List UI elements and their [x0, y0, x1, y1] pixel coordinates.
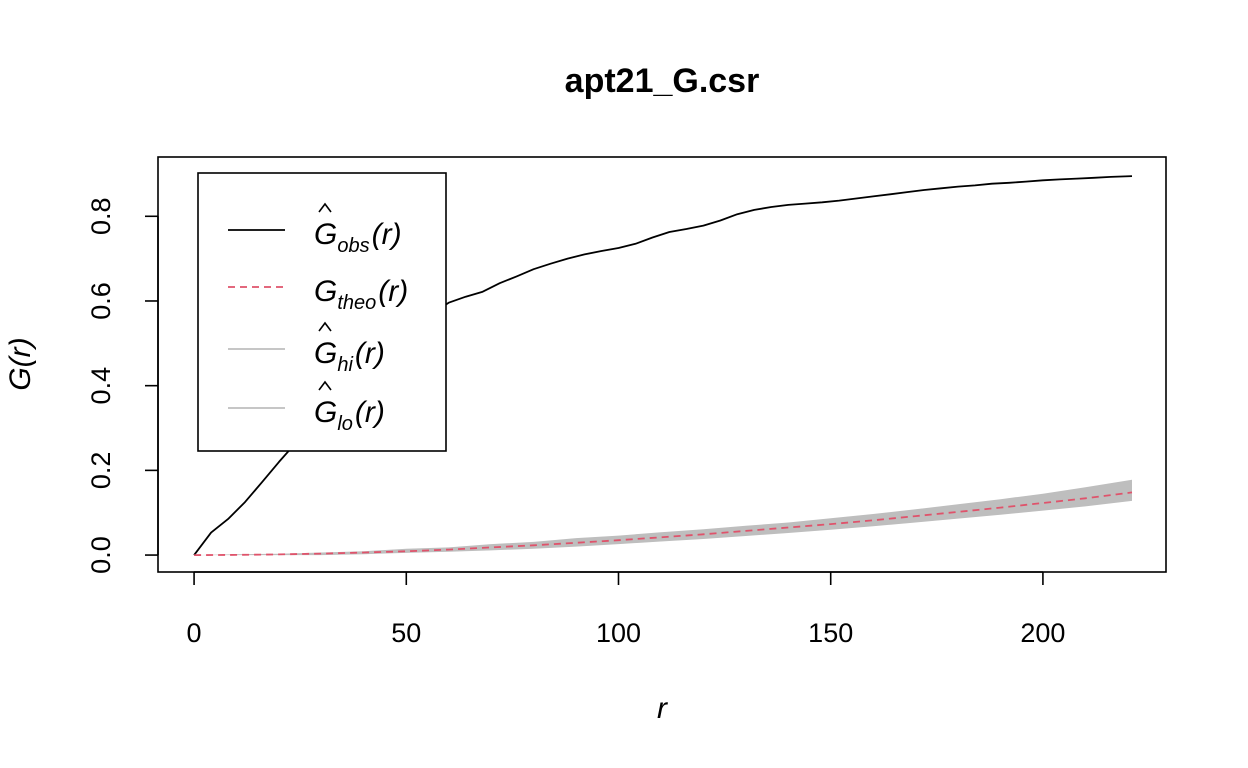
- x-tick-label: 150: [808, 618, 853, 648]
- hat-accent-icon: [318, 321, 332, 332]
- y-tick-label: 0.2: [86, 452, 116, 490]
- y-axis: 0.0 0.2 0.4 0.6 0.8: [86, 198, 159, 574]
- y-tick-label: 0.6: [86, 282, 116, 320]
- legend-label-suffix: (r): [378, 275, 408, 308]
- y-axis-label: G(r): [4, 337, 37, 390]
- y-tick-label: 0.0: [86, 536, 116, 574]
- legend-label-suffix: (r): [355, 396, 385, 429]
- chart-title: apt21_G.csr: [565, 62, 760, 100]
- hat-accent-icon: [318, 380, 332, 391]
- hat-accent-icon: [318, 202, 332, 213]
- legend-label-suffix: (r): [355, 337, 385, 370]
- legend-label-subscript: theo: [337, 292, 376, 314]
- legend-label-subscript: lo: [337, 413, 353, 435]
- x-tick-label: 50: [391, 618, 421, 648]
- legend-box: [197, 172, 447, 452]
- legend-label-base: G: [314, 218, 337, 251]
- legend-label-theo: Gtheo(r): [314, 275, 408, 314]
- y-tick-label: 0.8: [86, 198, 116, 236]
- x-axis-label: r: [657, 692, 668, 725]
- envelope-band: [194, 479, 1133, 556]
- legend-label-lo: Glo(r): [314, 396, 385, 435]
- x-axis: 0 50 100 150 200: [187, 571, 1065, 648]
- y-tick-label: 0.4: [86, 367, 116, 405]
- legend-label-obs: Gobs(r): [314, 218, 402, 257]
- legend: Gobs(r)Gtheo(r)Ghi(r)Glo(r): [197, 172, 447, 452]
- legend-label-base: G: [314, 275, 337, 308]
- legend-label-suffix: (r): [372, 218, 402, 251]
- legend-label-subscript: obs: [337, 235, 369, 257]
- x-tick-label: 100: [596, 618, 641, 648]
- x-tick-label: 200: [1020, 618, 1065, 648]
- legend-label-subscript: hi: [337, 354, 353, 376]
- legend-label-hi: Ghi(r): [314, 337, 385, 376]
- legend-label-base: G: [314, 337, 337, 370]
- x-tick-label: 0: [187, 618, 202, 648]
- legend-label-base: G: [314, 396, 337, 429]
